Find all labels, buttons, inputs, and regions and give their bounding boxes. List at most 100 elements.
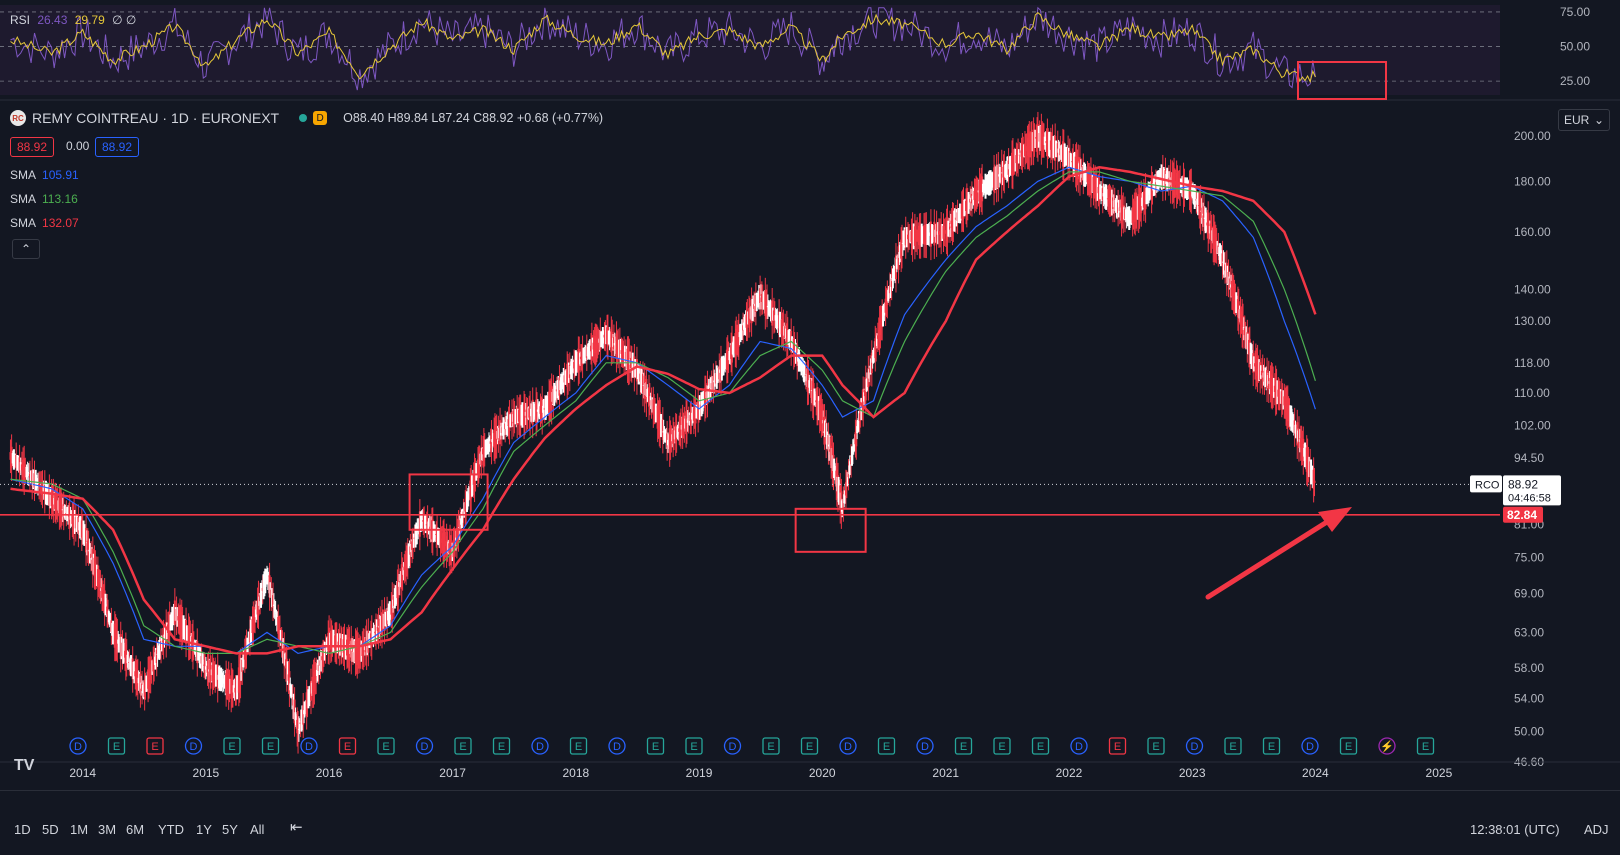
candle-body [918, 225, 921, 246]
candle-body [829, 449, 832, 452]
candle-body [870, 352, 873, 374]
event-marker-earnings-icon [1147, 737, 1165, 755]
event-marker-dividend-icon [608, 737, 626, 755]
candle-body [897, 246, 900, 270]
timeframe-1y[interactable]: 1Y [196, 822, 212, 837]
price-tick-label: 118.00 [1514, 356, 1550, 370]
event-marker-dividend-icon [1185, 737, 1204, 755]
candle-body [1202, 206, 1205, 227]
open-value: 88.40 [352, 111, 385, 125]
candle-body [661, 419, 664, 440]
high-value: 89.84 [396, 111, 428, 125]
timeframe-1m[interactable]: 1M [70, 822, 89, 837]
candle-body [272, 595, 275, 608]
candle-body [1297, 428, 1300, 449]
last-price-tag: 88.92 [1508, 477, 1538, 491]
candle-body [936, 231, 939, 235]
event-marker-dividend-icon [415, 737, 434, 755]
event-marker-earnings-icon [492, 737, 511, 755]
candle-body [863, 392, 866, 402]
event-marker-label: E [806, 741, 813, 753]
candle-body [49, 486, 52, 509]
event-marker-label: E [652, 741, 659, 753]
low-label: L [431, 111, 439, 125]
candle-body [932, 229, 935, 238]
candle-body [917, 235, 920, 237]
currency-select[interactable]: EUR ⌄ [1558, 109, 1610, 131]
candle-body [801, 364, 804, 371]
candle-body [87, 543, 90, 553]
candle-body [31, 470, 34, 487]
candle-body [814, 393, 817, 405]
clock[interactable]: 12:38:01 (UTC) [1470, 822, 1560, 837]
tradingview-logo-icon[interactable]: TV [14, 757, 35, 774]
candle-body [1000, 162, 1003, 186]
timeframe-1d[interactable]: 1D [14, 822, 31, 837]
chevron-up-icon: ⌃ [20, 242, 32, 256]
symbol-tag: RCO [1475, 479, 1500, 491]
candle-body [41, 482, 44, 495]
event-marker-dividend-icon [184, 737, 203, 755]
candle-body [1070, 154, 1073, 167]
candle-body [30, 470, 33, 484]
candle-body [260, 582, 263, 608]
timeframe-all[interactable]: All [250, 822, 265, 837]
event-marker-label: E [1037, 741, 1044, 753]
candle-body [429, 526, 432, 530]
candle-body [439, 529, 442, 549]
candle-body [943, 231, 946, 233]
candle-body [1239, 309, 1242, 325]
sma-legend-2[interactable]: SMA 113.16 [10, 192, 78, 206]
candle-body [793, 344, 796, 354]
ask-price-button[interactable]: 88.92 [95, 137, 140, 157]
bid-price-button[interactable]: 88.92 [10, 137, 55, 157]
candle-body [554, 389, 557, 394]
open-label: O [343, 111, 353, 125]
timeframe-3m[interactable]: 3M [98, 822, 117, 837]
symbol-header[interactable]: RC REMY COINTREAU · 1D · EURONEXT D O88.… [10, 110, 603, 126]
rsi-tick-label: 25.00 [1560, 74, 1590, 88]
candle-body [913, 226, 916, 246]
candle-body [288, 671, 291, 694]
candle-body [23, 458, 26, 482]
event-marker-earnings-icon [146, 737, 164, 755]
candle-body [48, 486, 51, 506]
candle-body [155, 649, 158, 663]
candle-body [1011, 150, 1014, 176]
candle-body [293, 699, 296, 724]
candle-body [127, 651, 130, 670]
timeframe-6m[interactable]: 6M [126, 822, 145, 837]
high-label: H [387, 111, 397, 125]
candle-body [252, 613, 255, 632]
candle-body [833, 467, 836, 475]
candle-body [320, 649, 323, 672]
support-tag-bg [1503, 506, 1543, 523]
event-marker-label: E [113, 741, 120, 753]
timeframe-5d[interactable]: 5D [42, 822, 59, 837]
timeframe-5y[interactable]: 5Y [222, 822, 238, 837]
event-marker-earnings-icon [107, 737, 126, 755]
collapse-legend-button[interactable]: ⌃ [12, 239, 40, 259]
candle-body [1312, 469, 1315, 490]
event-marker-label: E [344, 741, 351, 753]
event-marker-earnings-icon [800, 737, 819, 755]
candle-body [904, 229, 907, 246]
candle-body [143, 679, 146, 698]
timeframe-ytd[interactable]: YTD [158, 822, 184, 837]
event-marker-dividend-icon [531, 737, 549, 755]
event-marker-label: E [960, 741, 967, 753]
event-marker-label: E [883, 741, 890, 753]
sma-legend-3[interactable]: SMA 132.07 [10, 216, 79, 230]
adj-button[interactable]: ADJ [1584, 822, 1609, 837]
sma-legend-1[interactable]: SMA 105.91 [10, 168, 79, 182]
symbol-title[interactable]: REMY COINTREAU · 1D · EURONEXT [32, 110, 280, 126]
candle-body [743, 314, 746, 336]
candle-body [908, 236, 911, 238]
event-marker-earnings-icon [223, 737, 241, 755]
candle-body [298, 721, 301, 732]
date-range-icon[interactable]: ⇤ [290, 819, 303, 836]
event-marker-earnings-icon [338, 737, 357, 755]
candle-body [403, 566, 406, 571]
candle-body [1199, 197, 1202, 221]
